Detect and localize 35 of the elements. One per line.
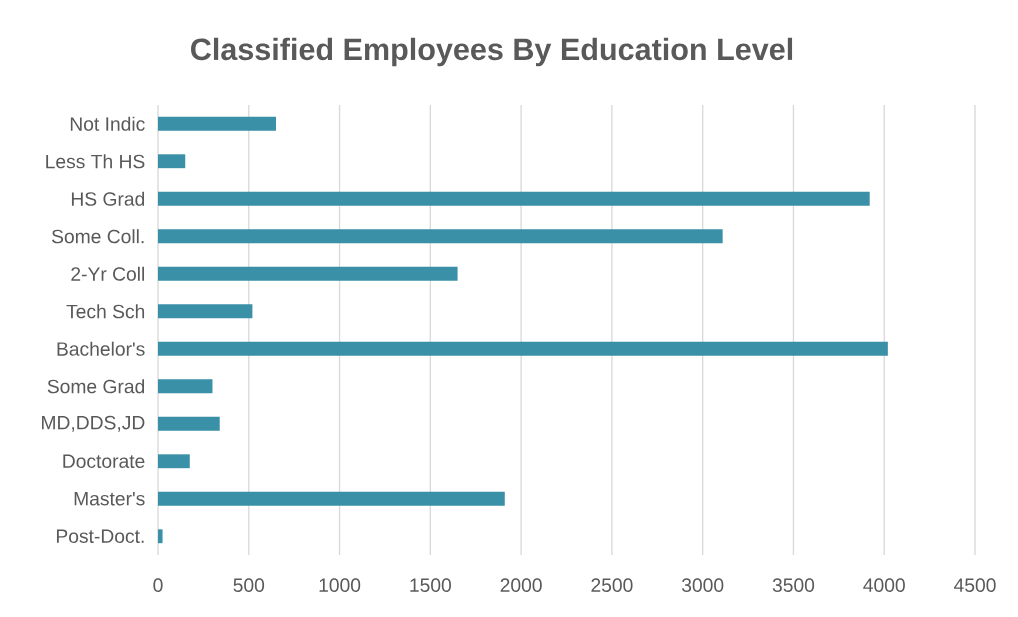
y-tick-label: Tech Sch (66, 304, 145, 319)
bar (158, 266, 458, 281)
y-tick-label: HS Grad (71, 191, 145, 206)
bar (158, 154, 186, 169)
bar (158, 229, 723, 244)
y-tick-label: Master's (74, 492, 145, 506)
x-tick-label: 1500 (410, 578, 451, 592)
y-tick-label: Doctorate (63, 454, 145, 468)
bar (158, 529, 163, 544)
x-tick-label: 3500 (772, 578, 815, 592)
x-tick-label: 2000 (500, 578, 542, 592)
x-tick-label: 500 (233, 578, 265, 592)
x-tick-label: 0 (153, 578, 163, 592)
y-tick-label: Some Coll. (51, 229, 144, 244)
x-tick-label: 1000 (319, 578, 361, 592)
y-tick-label: Bachelor's (57, 341, 145, 356)
bar (158, 341, 888, 356)
x-tick-label: 3000 (681, 578, 724, 592)
bar (158, 116, 277, 131)
y-tick-label: Less Th HS (46, 154, 145, 169)
y-tick-label: 2-Yr Coll (71, 266, 144, 281)
bar (158, 379, 213, 394)
y-tick-label: MD,DDS,JD (42, 415, 145, 432)
bar (158, 191, 870, 206)
bar (158, 304, 253, 319)
bar (158, 416, 220, 431)
y-tick-label: Some Grad (47, 379, 145, 394)
x-tick-label: 4000 (863, 578, 905, 592)
bar (158, 454, 190, 469)
y-tick-label: Post-Doct. (56, 529, 144, 543)
chart-title: Classified Employees By Education Level (191, 37, 793, 67)
bar (158, 491, 505, 506)
x-tick-label: 4500 (954, 578, 996, 592)
x-tick-label: 2500 (591, 578, 633, 592)
y-tick-label: Not Indic (70, 116, 145, 131)
